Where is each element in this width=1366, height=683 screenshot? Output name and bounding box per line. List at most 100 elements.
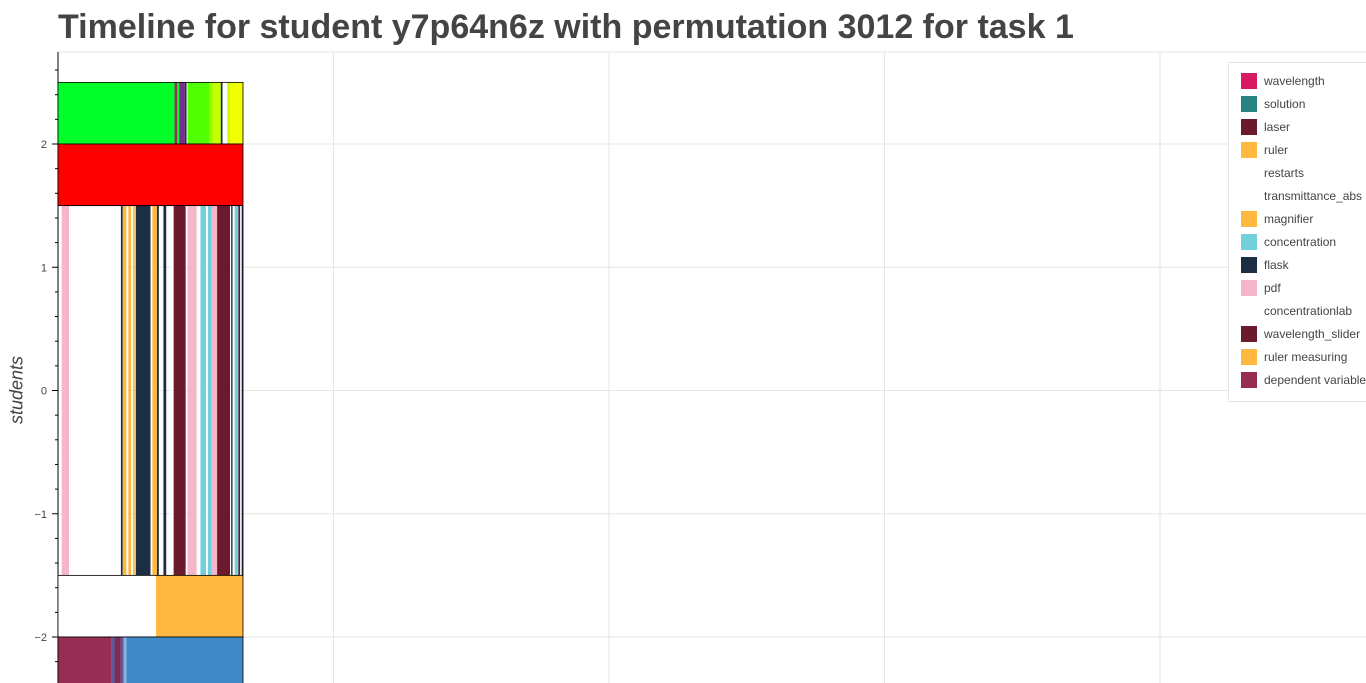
timeline-segment bbox=[128, 205, 132, 576]
grid-layer bbox=[58, 51, 1366, 683]
legend-label: dependent variable bbox=[1264, 373, 1366, 387]
legend-item: restarts bbox=[1241, 164, 1304, 182]
timeline-segment bbox=[170, 205, 174, 576]
timeline-segment bbox=[120, 205, 123, 576]
y-tick-label: 1 bbox=[41, 262, 47, 274]
legend-label: wavelength_slider bbox=[1264, 327, 1361, 341]
timeline-segment bbox=[207, 205, 212, 576]
timeline-segment bbox=[241, 205, 243, 576]
timeline-segment bbox=[122, 205, 127, 576]
timeline-segment bbox=[211, 205, 218, 576]
timeline-segment bbox=[186, 82, 188, 144]
legend-swatch bbox=[1241, 326, 1257, 342]
timeline-segment bbox=[126, 205, 129, 576]
timeline-segment bbox=[200, 205, 206, 576]
timeline-segment bbox=[238, 205, 241, 576]
legend-item: solution bbox=[1241, 95, 1305, 113]
legend-label: ruler measuring bbox=[1264, 350, 1348, 364]
legend-item: dependent variable bbox=[1241, 371, 1366, 389]
timeline-segment bbox=[163, 205, 167, 576]
timeline-segment bbox=[114, 637, 121, 683]
legend-item: wavelength_slider bbox=[1241, 325, 1360, 343]
legend-label: magnifier bbox=[1264, 212, 1314, 226]
legend-item: concentrationlab bbox=[1241, 302, 1352, 320]
timeline-segment bbox=[196, 205, 201, 576]
timeline-segment bbox=[61, 205, 70, 576]
y-tick-label: 2 bbox=[41, 139, 47, 151]
legend: wavelength solution laser ruler restarts tran… bbox=[1228, 62, 1366, 402]
legend-swatch bbox=[1241, 211, 1257, 227]
timeline-segment bbox=[173, 205, 186, 576]
legend-swatch bbox=[1241, 188, 1257, 204]
timeline-segment bbox=[232, 205, 235, 576]
legend-swatch bbox=[1241, 96, 1257, 112]
legend-label: concentrationlab bbox=[1264, 304, 1353, 318]
timeline-segment bbox=[156, 575, 243, 637]
y-tick-label: −2 bbox=[34, 632, 47, 644]
timeline-segment bbox=[177, 82, 180, 144]
timeline-segment bbox=[222, 82, 228, 144]
rows-layer bbox=[57, 81, 244, 683]
timeline-segment bbox=[69, 205, 121, 576]
timeline-segment bbox=[206, 205, 208, 576]
legend-swatch bbox=[1241, 303, 1257, 319]
legend-swatch bbox=[1241, 280, 1257, 296]
timeline-segment bbox=[230, 205, 232, 576]
legend-item: concentration bbox=[1241, 233, 1336, 251]
timeline-segment bbox=[132, 205, 135, 576]
timeline-segment bbox=[58, 82, 175, 144]
timeline-segment bbox=[220, 82, 223, 144]
timeline-segment bbox=[58, 575, 157, 637]
timeline-segment bbox=[187, 205, 197, 576]
timeline-segment bbox=[231, 205, 233, 576]
timeline-segment bbox=[227, 82, 231, 144]
timeline-segment bbox=[240, 205, 242, 576]
axis-layer: 2 1 0 −1 −2 bbox=[34, 52, 59, 683]
legend-item: laser bbox=[1241, 118, 1290, 136]
timeline-segment bbox=[156, 205, 159, 576]
legend-swatch bbox=[1241, 257, 1257, 273]
timeline-row-outline bbox=[57, 636, 244, 683]
timeline-segment bbox=[187, 82, 210, 144]
legend-label: concentration bbox=[1264, 235, 1337, 249]
timeline-segment bbox=[213, 82, 221, 144]
timeline-segment bbox=[150, 205, 153, 576]
legend-item: pdf bbox=[1241, 279, 1281, 297]
timeline-segment bbox=[58, 637, 112, 683]
legend-swatch bbox=[1241, 142, 1257, 158]
legend-label: flask bbox=[1264, 258, 1289, 272]
timeline-segment bbox=[179, 82, 185, 144]
timeline-segment bbox=[58, 144, 243, 206]
chart-title: Timeline for student y7p64n6z with permu… bbox=[58, 8, 1074, 46]
legend-label: pdf bbox=[1264, 281, 1281, 295]
legend-label: transmittance_abs bbox=[1264, 189, 1363, 203]
legend-swatch bbox=[1241, 119, 1257, 135]
legend-label: ruler bbox=[1264, 143, 1289, 157]
legend-item: transmittance_abs bbox=[1241, 187, 1362, 205]
legend-swatch bbox=[1241, 165, 1257, 181]
legend-item: magnifier bbox=[1241, 210, 1313, 228]
timeline-segment bbox=[123, 637, 127, 683]
legend-swatch bbox=[1241, 349, 1257, 365]
legend-item: wavelength bbox=[1241, 72, 1325, 90]
timeline-segment bbox=[217, 205, 231, 576]
timeline-segment bbox=[209, 82, 214, 144]
timeline-segment bbox=[135, 205, 151, 576]
legend-label: solution bbox=[1264, 97, 1306, 111]
timeline-segment bbox=[120, 637, 124, 683]
timeline-segment bbox=[234, 205, 239, 576]
timeline-segment bbox=[230, 82, 243, 144]
legend-label: restarts bbox=[1264, 166, 1305, 180]
legend-swatch bbox=[1241, 73, 1257, 89]
timeline-segment bbox=[152, 205, 157, 576]
timeline-segment bbox=[174, 82, 178, 144]
timeline-segment bbox=[126, 637, 243, 683]
legend-swatch bbox=[1241, 234, 1257, 250]
legend-item: ruler measuring bbox=[1241, 348, 1347, 366]
timeline-segment bbox=[111, 637, 115, 683]
legend-item: flask bbox=[1241, 256, 1289, 274]
legend-swatch bbox=[1241, 372, 1257, 388]
timeline-segment bbox=[184, 82, 187, 144]
y-tick-label: −1 bbox=[34, 509, 47, 521]
